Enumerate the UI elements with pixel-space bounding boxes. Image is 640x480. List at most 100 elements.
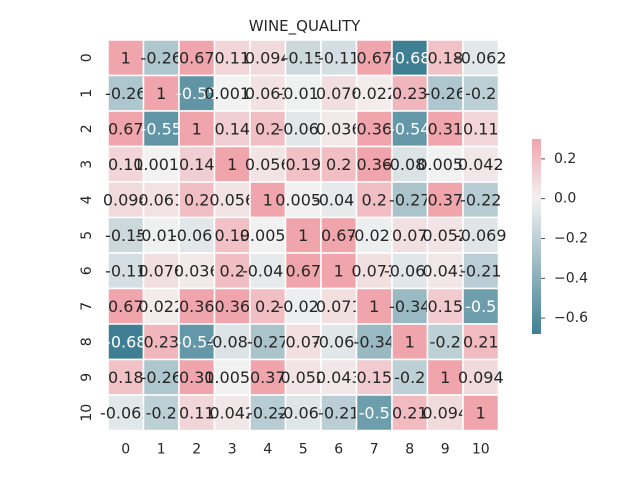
heatmap-cell-label: 0.094 (103, 190, 149, 209)
heatmap-cell (107, 358, 145, 396)
heatmap-cell-label: 0.056 (245, 155, 291, 174)
x-tick-label: 6 (334, 442, 343, 458)
heatmap-cell (391, 252, 429, 290)
heatmap-cell-label: 0.11 (214, 48, 250, 67)
heatmap-cell-label: -0.15 (105, 226, 146, 245)
heatmap-cell-label: 0.21 (463, 332, 499, 351)
heatmap-cell-label: 0.042 (209, 403, 255, 422)
heatmap-cell (107, 181, 145, 219)
heatmap-cell-label: 0.094 (245, 48, 291, 67)
y-tick-label: 5 (79, 231, 95, 240)
heatmap-cell-label: -0.27 (389, 190, 430, 209)
heatmap-cell-label: 0.21 (392, 403, 428, 422)
heatmap-cell-label: 0.07 (392, 226, 428, 245)
heatmap-cell-label: -0.5 (359, 403, 390, 422)
heatmap-cell-label: 0.056 (209, 190, 255, 209)
heatmap-cell-label: -0.069 (277, 403, 329, 422)
heatmap-cell-label: -0.26 (141, 48, 182, 67)
heatmap-cell-label: 0.2 (255, 119, 280, 138)
heatmap-cell-label: 0.15 (356, 368, 392, 387)
heatmap-cell-label: -0.086 (206, 332, 258, 351)
heatmap-cell (178, 181, 216, 219)
heatmap-cell-label: 1 (156, 84, 166, 103)
heatmap-cell (142, 216, 180, 254)
colorbar-tick-label: −0.6 (554, 310, 588, 326)
heatmap-cell-label: 0.094 (422, 403, 468, 422)
heatmap-cell-label: -0.061 (277, 119, 329, 138)
heatmap-cell (462, 110, 500, 148)
heatmap-cell-label: -0.5 (465, 297, 496, 316)
heatmap-cell-label: -0.047 (313, 190, 365, 209)
heatmap-cell (284, 39, 322, 77)
heatmap-cell-label: 0.0056 (240, 226, 296, 245)
heatmap-cell-label: 0.094 (458, 368, 504, 387)
heatmap-cell-label: -0.11 (105, 261, 146, 280)
heatmap-cell-label: 0.052 (280, 368, 326, 387)
heatmap-cell (355, 394, 393, 432)
y-tick-label: 1 (79, 89, 95, 98)
heatmap-cell (355, 74, 393, 112)
heatmap-cell-label: 0.37 (427, 190, 463, 209)
heatmap-cell-label: 1 (440, 368, 450, 387)
heatmap-cell-label: -0.062 (455, 48, 507, 67)
heatmap-cell (249, 394, 287, 432)
y-tick-label: 7 (79, 302, 95, 311)
heatmap-cell-label: -0.68 (389, 48, 430, 67)
heatmap-cell-label: 0.2 (255, 297, 280, 316)
heatmap-cell (355, 145, 393, 183)
heatmap-cell (249, 287, 287, 325)
heatmap-cell (320, 39, 358, 77)
heatmap-cell-label: 0.37 (250, 368, 286, 387)
heatmap-cell (178, 74, 216, 112)
heatmap-cell (391, 358, 429, 396)
heatmap-cell-label: 0.0055 (417, 155, 473, 174)
heatmap-cell-label: 1 (298, 226, 308, 245)
heatmap-cell-label: 0.052 (422, 226, 468, 245)
heatmap-cell-label: 0.14 (214, 119, 250, 138)
heatmap-cell (426, 252, 464, 290)
y-tick-label: 2 (79, 124, 95, 133)
heatmap-cell-label: -0.2 (394, 368, 425, 387)
heatmap-cell-label: 0.11 (463, 119, 499, 138)
heatmap-cell-label: 0.67 (356, 48, 392, 67)
heatmap-cell-label: 0.022 (351, 84, 397, 103)
heatmap-cell (320, 145, 358, 183)
heatmap-cell-label: 1 (263, 190, 273, 209)
heatmap-cell (320, 358, 358, 396)
heatmap-cell (426, 181, 464, 219)
colorbar-gradient (532, 139, 541, 334)
heatmap-cell (107, 287, 145, 325)
x-tick-label: 8 (405, 442, 414, 458)
heatmap-cell-label: 0.061 (138, 190, 184, 209)
heatmap-cell-label: -0.26 (141, 368, 182, 387)
heatmap-cell (107, 74, 145, 112)
heatmap-cell-label: -0.061 (171, 226, 223, 245)
heatmap-cell-label: -0.15 (283, 48, 324, 67)
colorbar-tick-label: −0.2 (554, 230, 588, 246)
heatmap-cell-label: -0.54 (389, 119, 430, 138)
heatmap-cell-label: -0.022 (348, 226, 400, 245)
heatmap-cell-label: -0.066 (384, 261, 436, 280)
heatmap-cell (213, 181, 251, 219)
heatmap-cell-label: -0.062 (100, 403, 152, 422)
heatmap-cell (249, 110, 287, 148)
heatmap-cell (178, 252, 216, 290)
heatmap-cell-label: 0.061 (245, 84, 291, 103)
heatmap-cell-label: 0.2 (184, 190, 209, 209)
heatmap-cell (320, 216, 358, 254)
heatmap-cell-label: -0.22 (460, 190, 501, 209)
heatmap-cell-label: 0.076 (138, 261, 184, 280)
heatmap-cell (107, 252, 145, 290)
heatmap-cell (320, 394, 358, 432)
heatmap-cell-label: -0.26 (425, 84, 466, 103)
heatmap-cell-label: -0.066 (313, 332, 365, 351)
heatmap-cell-label: -0.26 (105, 84, 146, 103)
x-tick-label: 2 (192, 442, 201, 458)
heatmap-cell-label: -0.086 (384, 155, 436, 174)
heatmap-cell-label: 0.67 (285, 261, 321, 280)
heatmap-cell-label: 0.31 (179, 368, 215, 387)
heatmap-cell-label: -0.55 (141, 119, 182, 138)
heatmap-cell-label: 0.043 (316, 368, 362, 387)
heatmap-cell (107, 394, 145, 432)
heatmap-cell (178, 287, 216, 325)
